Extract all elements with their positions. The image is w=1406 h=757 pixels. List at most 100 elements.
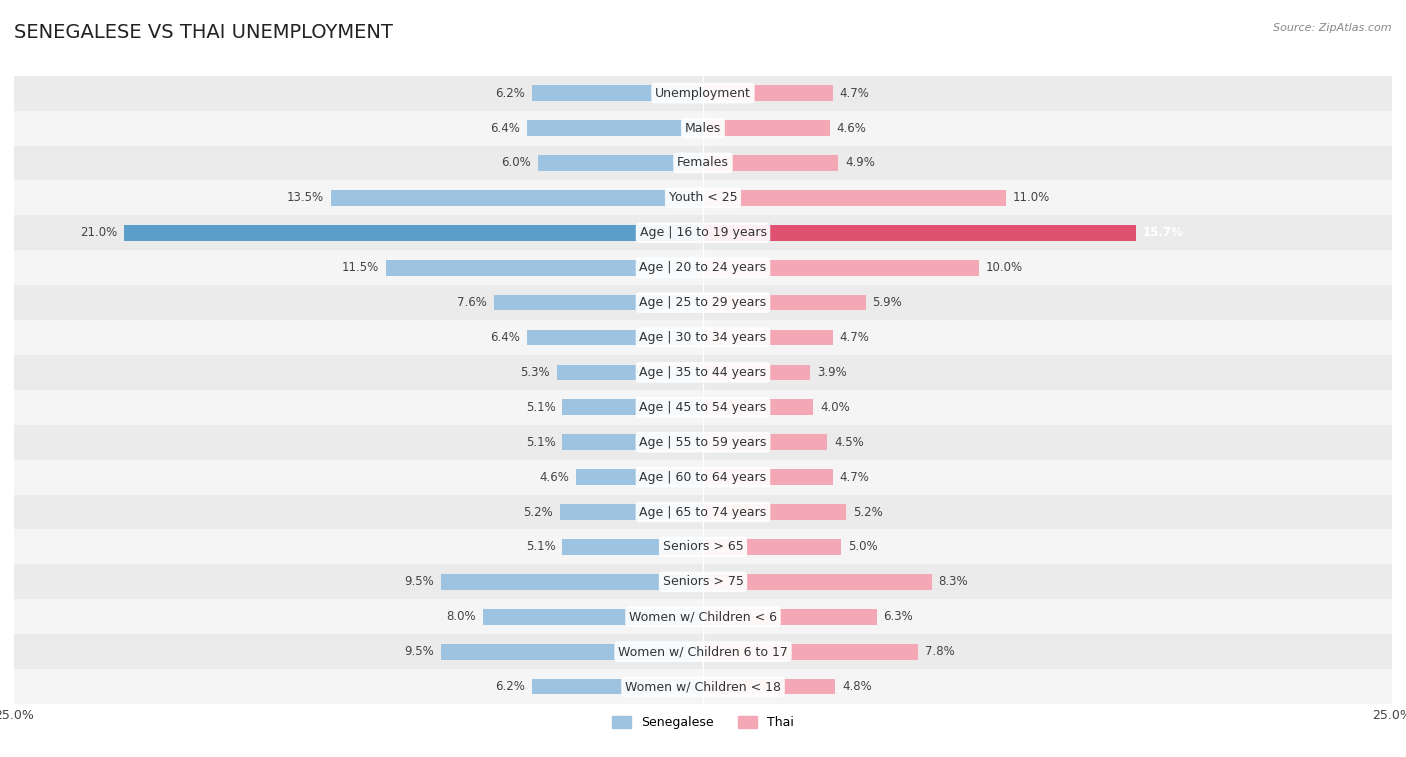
Text: 5.3%: 5.3% — [520, 366, 550, 379]
Bar — [703, 190, 1007, 206]
Text: Age | 65 to 74 years: Age | 65 to 74 years — [640, 506, 766, 519]
Bar — [703, 120, 830, 136]
Text: 4.6%: 4.6% — [540, 471, 569, 484]
Bar — [124, 225, 703, 241]
Bar — [14, 76, 1392, 111]
Bar — [330, 190, 703, 206]
Bar — [482, 609, 703, 625]
Bar — [14, 145, 1392, 180]
Text: 5.9%: 5.9% — [873, 296, 903, 309]
Text: Seniors > 75: Seniors > 75 — [662, 575, 744, 588]
Bar — [537, 155, 703, 171]
Text: Age | 16 to 19 years: Age | 16 to 19 years — [640, 226, 766, 239]
Text: 5.0%: 5.0% — [848, 540, 877, 553]
Bar — [14, 529, 1392, 565]
Text: 6.2%: 6.2% — [495, 680, 526, 693]
Bar — [441, 643, 703, 659]
Bar — [703, 504, 846, 520]
Bar — [557, 365, 703, 380]
Bar — [562, 400, 703, 415]
Text: Women w/ Children 6 to 17: Women w/ Children 6 to 17 — [619, 645, 787, 658]
Bar — [703, 86, 832, 101]
Text: 4.7%: 4.7% — [839, 471, 869, 484]
Text: 5.2%: 5.2% — [523, 506, 553, 519]
Text: Seniors > 65: Seniors > 65 — [662, 540, 744, 553]
Bar — [703, 400, 813, 415]
Text: 6.4%: 6.4% — [489, 122, 520, 135]
Text: 4.5%: 4.5% — [834, 436, 863, 449]
Bar — [14, 320, 1392, 355]
Bar — [14, 634, 1392, 669]
Text: 4.0%: 4.0% — [820, 400, 849, 414]
Text: 4.7%: 4.7% — [839, 86, 869, 100]
Bar — [703, 574, 932, 590]
Bar — [560, 504, 703, 520]
Bar — [703, 679, 835, 694]
Text: 5.1%: 5.1% — [526, 400, 555, 414]
Text: Women w/ Children < 18: Women w/ Children < 18 — [626, 680, 780, 693]
Bar — [531, 86, 703, 101]
Bar — [703, 329, 832, 345]
Text: 6.4%: 6.4% — [489, 331, 520, 344]
Bar — [494, 294, 703, 310]
Bar — [703, 539, 841, 555]
Text: Women w/ Children < 6: Women w/ Children < 6 — [628, 610, 778, 623]
Text: 4.9%: 4.9% — [845, 157, 875, 170]
Bar — [703, 643, 918, 659]
Bar — [14, 459, 1392, 494]
Text: 10.0%: 10.0% — [986, 261, 1022, 274]
Text: 4.6%: 4.6% — [837, 122, 866, 135]
Text: 8.3%: 8.3% — [939, 575, 969, 588]
Text: 11.5%: 11.5% — [342, 261, 380, 274]
Text: 8.0%: 8.0% — [446, 610, 475, 623]
Text: Unemployment: Unemployment — [655, 86, 751, 100]
Text: Age | 30 to 34 years: Age | 30 to 34 years — [640, 331, 766, 344]
Bar — [703, 260, 979, 276]
Bar — [703, 155, 838, 171]
Bar — [14, 425, 1392, 459]
Bar — [703, 609, 876, 625]
Bar — [576, 469, 703, 485]
Bar — [527, 329, 703, 345]
Text: Age | 35 to 44 years: Age | 35 to 44 years — [640, 366, 766, 379]
Text: 4.7%: 4.7% — [839, 331, 869, 344]
Text: 3.9%: 3.9% — [817, 366, 846, 379]
Text: Age | 60 to 64 years: Age | 60 to 64 years — [640, 471, 766, 484]
Bar — [14, 494, 1392, 529]
Text: 9.5%: 9.5% — [405, 645, 434, 658]
Text: 7.8%: 7.8% — [925, 645, 955, 658]
Text: 15.7%: 15.7% — [1143, 226, 1184, 239]
Text: 6.2%: 6.2% — [495, 86, 526, 100]
Text: 13.5%: 13.5% — [287, 192, 323, 204]
Text: 5.1%: 5.1% — [526, 436, 555, 449]
Bar — [14, 390, 1392, 425]
Text: 9.5%: 9.5% — [405, 575, 434, 588]
Bar — [14, 251, 1392, 285]
Bar — [441, 574, 703, 590]
Bar — [703, 365, 810, 380]
Bar — [14, 355, 1392, 390]
Text: 6.3%: 6.3% — [883, 610, 914, 623]
Text: Age | 20 to 24 years: Age | 20 to 24 years — [640, 261, 766, 274]
Bar — [703, 294, 866, 310]
Bar — [14, 111, 1392, 145]
Bar — [387, 260, 703, 276]
Text: Age | 45 to 54 years: Age | 45 to 54 years — [640, 400, 766, 414]
Text: Females: Females — [678, 157, 728, 170]
Legend: Senegalese, Thai: Senegalese, Thai — [606, 710, 800, 736]
Bar — [14, 669, 1392, 704]
Text: 7.6%: 7.6% — [457, 296, 486, 309]
Text: 5.2%: 5.2% — [853, 506, 883, 519]
Bar — [527, 120, 703, 136]
Text: 21.0%: 21.0% — [80, 226, 117, 239]
Bar — [703, 469, 832, 485]
Bar — [14, 180, 1392, 215]
Text: Age | 25 to 29 years: Age | 25 to 29 years — [640, 296, 766, 309]
Text: 5.1%: 5.1% — [526, 540, 555, 553]
Text: Source: ZipAtlas.com: Source: ZipAtlas.com — [1274, 23, 1392, 33]
Bar — [703, 225, 1136, 241]
Text: Males: Males — [685, 122, 721, 135]
Text: 4.8%: 4.8% — [842, 680, 872, 693]
Bar — [703, 435, 827, 450]
Bar — [531, 679, 703, 694]
